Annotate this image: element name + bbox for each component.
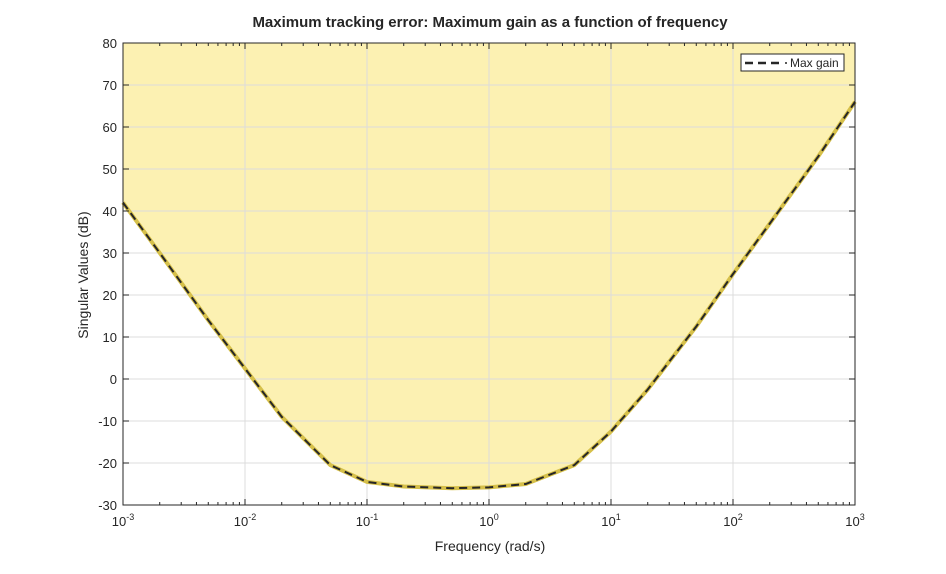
y-tick-label: 30 [103, 246, 117, 261]
x-tick-label: 103 [845, 512, 864, 529]
y-tick-label: -10 [98, 414, 117, 429]
legend: Max gain [740, 53, 845, 72]
series-layer [121, 100, 857, 491]
x-tick-label: 100 [479, 512, 498, 529]
y-tick-label: 40 [103, 204, 117, 219]
chart-title: Maximum tracking error: Maximum gain as … [252, 14, 728, 31]
y-tick-label: -30 [98, 498, 117, 513]
x-tick-label: 10-1 [356, 512, 378, 529]
grid-layer [123, 43, 855, 505]
y-tick-label: 70 [103, 78, 117, 93]
x-axis-label: Frequency (rad/s) [435, 538, 545, 554]
y-tick-label: 10 [103, 330, 117, 345]
x-tick-label: 10-3 [112, 512, 134, 529]
y-tick-label: -20 [98, 456, 117, 471]
y-tick-label: 50 [103, 162, 117, 177]
legend-box [740, 53, 845, 72]
x-tick-label: 102 [723, 512, 742, 529]
axes-layer [122, 42, 856, 506]
legend-marker-dot [785, 62, 787, 64]
x-tick-label: 101 [601, 512, 620, 529]
tick-labels-layer: -30 -20 -10 0 10 20 30 40 50 60 70 80 10-3 10-2 10-1 10… [98, 36, 865, 529]
x-tick-label: 10-2 [234, 512, 256, 529]
y-tick-label: 20 [103, 288, 117, 303]
series-line-max-gain [122, 101, 856, 490]
y-tick-label: 60 [103, 120, 117, 135]
y-tick-label: 80 [103, 36, 117, 51]
legend-label-max-gain: Max gain [790, 56, 839, 70]
y-axis-label: Singular Values (dB) [75, 211, 91, 338]
y-tick-label: 0 [110, 372, 117, 387]
